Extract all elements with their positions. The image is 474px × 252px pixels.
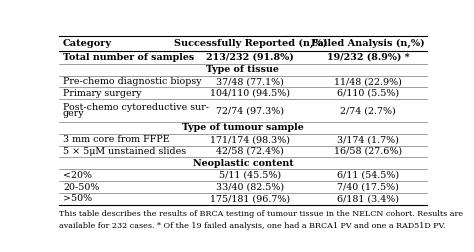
Text: Primary surgery: Primary surgery [63,89,141,98]
Text: >50%: >50% [63,195,92,203]
Text: 3 mm core from FFPE: 3 mm core from FFPE [63,135,170,144]
Text: 33/40 (82.5%): 33/40 (82.5%) [216,182,284,192]
Text: 5/11 (45.5%): 5/11 (45.5%) [219,171,282,180]
Text: 6/181 (3.4%): 6/181 (3.4%) [337,195,399,203]
Text: 72/74 (97.3%): 72/74 (97.3%) [216,106,284,115]
Text: 37/48 (77.1%): 37/48 (77.1%) [216,77,284,86]
Text: Failed Analysis (n,%): Failed Analysis (n,%) [311,39,425,48]
Text: 175/181 (96.7%): 175/181 (96.7%) [210,195,291,203]
Text: 6/110 (5.5%): 6/110 (5.5%) [337,89,399,98]
Text: 11/48 (22.9%): 11/48 (22.9%) [334,77,402,86]
Text: Type of tissue: Type of tissue [207,65,279,74]
Text: <20%: <20% [63,171,92,180]
Text: 5 × 5μM unstained slides: 5 × 5μM unstained slides [63,147,186,156]
Text: 7/40 (17.5%): 7/40 (17.5%) [337,182,399,192]
Text: 6/11 (54.5%): 6/11 (54.5%) [337,171,399,180]
Text: Type of tumour sample: Type of tumour sample [182,123,304,132]
Text: 3/174 (1.7%): 3/174 (1.7%) [337,135,399,144]
Text: 42/58 (72.4%): 42/58 (72.4%) [216,147,284,156]
Text: gery: gery [63,109,84,118]
Text: Category: Category [63,39,112,48]
Text: Total number of samples: Total number of samples [63,53,194,62]
Text: 19/232 (8.9%) *: 19/232 (8.9%) * [327,53,409,62]
Text: 213/232 (91.8%): 213/232 (91.8%) [206,53,294,62]
Text: Pre-chemo diagnostic biopsy: Pre-chemo diagnostic biopsy [63,77,201,86]
Text: 171/174 (98.3%): 171/174 (98.3%) [210,135,290,144]
Text: 2/74 (2.7%): 2/74 (2.7%) [340,106,396,115]
Text: 16/58 (27.6%): 16/58 (27.6%) [334,147,402,156]
Text: Neoplastic content: Neoplastic content [192,159,293,168]
Text: 20-50%: 20-50% [63,182,99,192]
Text: This table describes the results of BRCA testing of tumour tissue in the NELCN c: This table describes the results of BRCA… [59,210,464,218]
Text: Successfully Reported (n,%): Successfully Reported (n,%) [173,39,327,48]
Text: available for 232 cases. * Of the 19 failed analysis, one had a BRCA1 PV and one: available for 232 cases. * Of the 19 fai… [59,222,446,230]
Text: Post-chemo cytoreductive sur-: Post-chemo cytoreductive sur- [63,103,209,112]
Text: 104/110 (94.5%): 104/110 (94.5%) [210,89,290,98]
